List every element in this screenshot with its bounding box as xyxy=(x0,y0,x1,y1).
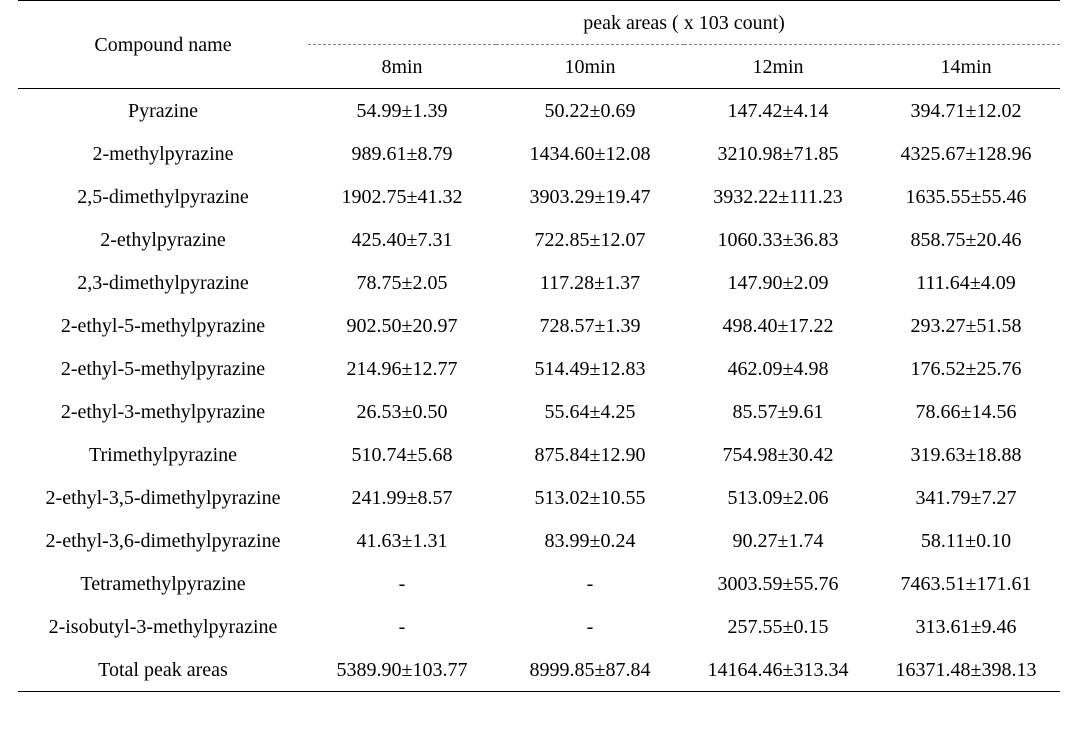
value-cell: 117.28±1.37 xyxy=(496,261,684,304)
value-cell: 90.27±1.74 xyxy=(684,519,872,562)
value-cell: 498.40±17.22 xyxy=(684,304,872,347)
value-cell: 147.90±2.09 xyxy=(684,261,872,304)
compound-name-cell: 2-ethylpyrazine xyxy=(18,218,308,261)
value-cell: 1434.60±12.08 xyxy=(496,132,684,175)
value-cell: 989.61±8.79 xyxy=(308,132,496,175)
value-cell: 728.57±1.39 xyxy=(496,304,684,347)
value-cell: - xyxy=(308,605,496,648)
table-row: Pyrazine 54.99±1.39 50.22±0.69 147.42±4.… xyxy=(18,89,1060,133)
value-cell: 78.75±2.05 xyxy=(308,261,496,304)
column-header-8min: 8min xyxy=(308,45,496,89)
value-cell: 14164.46±313.34 xyxy=(684,648,872,692)
compound-name-cell: Total peak areas xyxy=(18,648,308,692)
compound-name-cell: Trimethylpyrazine xyxy=(18,433,308,476)
table-row: 2-isobutyl-3-methylpyrazine - - 257.55±0… xyxy=(18,605,1060,648)
table-row-total: Total peak areas 5389.90±103.77 8999.85±… xyxy=(18,648,1060,692)
value-cell: - xyxy=(496,605,684,648)
table-row: 2-methylpyrazine 989.61±8.79 1434.60±12.… xyxy=(18,132,1060,175)
compound-name-cell: 2-ethyl-5-methylpyrazine xyxy=(18,347,308,390)
value-cell: 875.84±12.90 xyxy=(496,433,684,476)
value-cell: 55.64±4.25 xyxy=(496,390,684,433)
table-row: 2-ethyl-3-methylpyrazine 26.53±0.50 55.6… xyxy=(18,390,1060,433)
table-row: 2,3-dimethylpyrazine 78.75±2.05 117.28±1… xyxy=(18,261,1060,304)
value-cell: 1060.33±36.83 xyxy=(684,218,872,261)
value-cell: 7463.51±171.61 xyxy=(872,562,1060,605)
value-cell: 425.40±7.31 xyxy=(308,218,496,261)
compound-name-cell: 2-methylpyrazine xyxy=(18,132,308,175)
value-cell: 1902.75±41.32 xyxy=(308,175,496,218)
header-row-1: Compound name peak areas ( x 103 count) xyxy=(18,1,1060,45)
compound-name-cell: 2-ethyl-3,6-dimethylpyrazine xyxy=(18,519,308,562)
value-cell: 313.61±9.46 xyxy=(872,605,1060,648)
compound-name-cell: 2-ethyl-5-methylpyrazine xyxy=(18,304,308,347)
value-cell: 3003.59±55.76 xyxy=(684,562,872,605)
value-cell: 513.02±10.55 xyxy=(496,476,684,519)
table-row: Tetramethylpyrazine - - 3003.59±55.76 74… xyxy=(18,562,1060,605)
value-cell: 1635.55±55.46 xyxy=(872,175,1060,218)
value-cell: 514.49±12.83 xyxy=(496,347,684,390)
value-cell: 5389.90±103.77 xyxy=(308,648,496,692)
column-header-name: Compound name xyxy=(18,1,308,89)
value-cell: 41.63±1.31 xyxy=(308,519,496,562)
table-row: 2-ethyl-3,5-dimethylpyrazine 241.99±8.57… xyxy=(18,476,1060,519)
compound-table: Compound name peak areas ( x 103 count) … xyxy=(18,0,1060,692)
value-cell: 293.27±51.58 xyxy=(872,304,1060,347)
value-cell: 214.96±12.77 xyxy=(308,347,496,390)
value-cell: 241.99±8.57 xyxy=(308,476,496,519)
table-row: 2-ethylpyrazine 425.40±7.31 722.85±12.07… xyxy=(18,218,1060,261)
compound-name-cell: 2,5-dimethylpyrazine xyxy=(18,175,308,218)
value-cell: 754.98±30.42 xyxy=(684,433,872,476)
compound-name-cell: 2-isobutyl-3-methylpyrazine xyxy=(18,605,308,648)
table-row: 2,5-dimethylpyrazine 1902.75±41.32 3903.… xyxy=(18,175,1060,218)
value-cell: 26.53±0.50 xyxy=(308,390,496,433)
table-row: 2-ethyl-5-methylpyrazine 902.50±20.97 72… xyxy=(18,304,1060,347)
value-cell: 257.55±0.15 xyxy=(684,605,872,648)
value-cell: 3903.29±19.47 xyxy=(496,175,684,218)
table-row: Trimethylpyrazine 510.74±5.68 875.84±12.… xyxy=(18,433,1060,476)
column-header-10min: 10min xyxy=(496,45,684,89)
value-cell: 510.74±5.68 xyxy=(308,433,496,476)
value-cell: 319.63±18.88 xyxy=(872,433,1060,476)
value-cell: 58.11±0.10 xyxy=(872,519,1060,562)
compound-name-cell: Pyrazine xyxy=(18,89,308,133)
value-cell: 902.50±20.97 xyxy=(308,304,496,347)
column-super-header: peak areas ( x 103 count) xyxy=(308,1,1060,45)
value-cell: 4325.67±128.96 xyxy=(872,132,1060,175)
value-cell: 147.42±4.14 xyxy=(684,89,872,133)
value-cell: 50.22±0.69 xyxy=(496,89,684,133)
compound-name-cell: Tetramethylpyrazine xyxy=(18,562,308,605)
table-row: 2-ethyl-5-methylpyrazine 214.96±12.77 51… xyxy=(18,347,1060,390)
value-cell: 85.57±9.61 xyxy=(684,390,872,433)
value-cell: 8999.85±87.84 xyxy=(496,648,684,692)
value-cell: - xyxy=(308,562,496,605)
value-cell: 83.99±0.24 xyxy=(496,519,684,562)
column-header-14min: 14min xyxy=(872,45,1060,89)
value-cell: 462.09±4.98 xyxy=(684,347,872,390)
value-cell: 176.52±25.76 xyxy=(872,347,1060,390)
compound-name-cell: 2-ethyl-3,5-dimethylpyrazine xyxy=(18,476,308,519)
value-cell: 3210.98±71.85 xyxy=(684,132,872,175)
value-cell: - xyxy=(496,562,684,605)
value-cell: 54.99±1.39 xyxy=(308,89,496,133)
table-container: Compound name peak areas ( x 103 count) … xyxy=(0,0,1078,732)
compound-name-cell: 2,3-dimethylpyrazine xyxy=(18,261,308,304)
table-row: 2-ethyl-3,6-dimethylpyrazine 41.63±1.31 … xyxy=(18,519,1060,562)
value-cell: 111.64±4.09 xyxy=(872,261,1060,304)
value-cell: 722.85±12.07 xyxy=(496,218,684,261)
value-cell: 78.66±14.56 xyxy=(872,390,1060,433)
value-cell: 16371.48±398.13 xyxy=(872,648,1060,692)
value-cell: 341.79±7.27 xyxy=(872,476,1060,519)
value-cell: 513.09±2.06 xyxy=(684,476,872,519)
value-cell: 394.71±12.02 xyxy=(872,89,1060,133)
column-header-12min: 12min xyxy=(684,45,872,89)
value-cell: 3932.22±111.23 xyxy=(684,175,872,218)
compound-name-cell: 2-ethyl-3-methylpyrazine xyxy=(18,390,308,433)
value-cell: 858.75±20.46 xyxy=(872,218,1060,261)
